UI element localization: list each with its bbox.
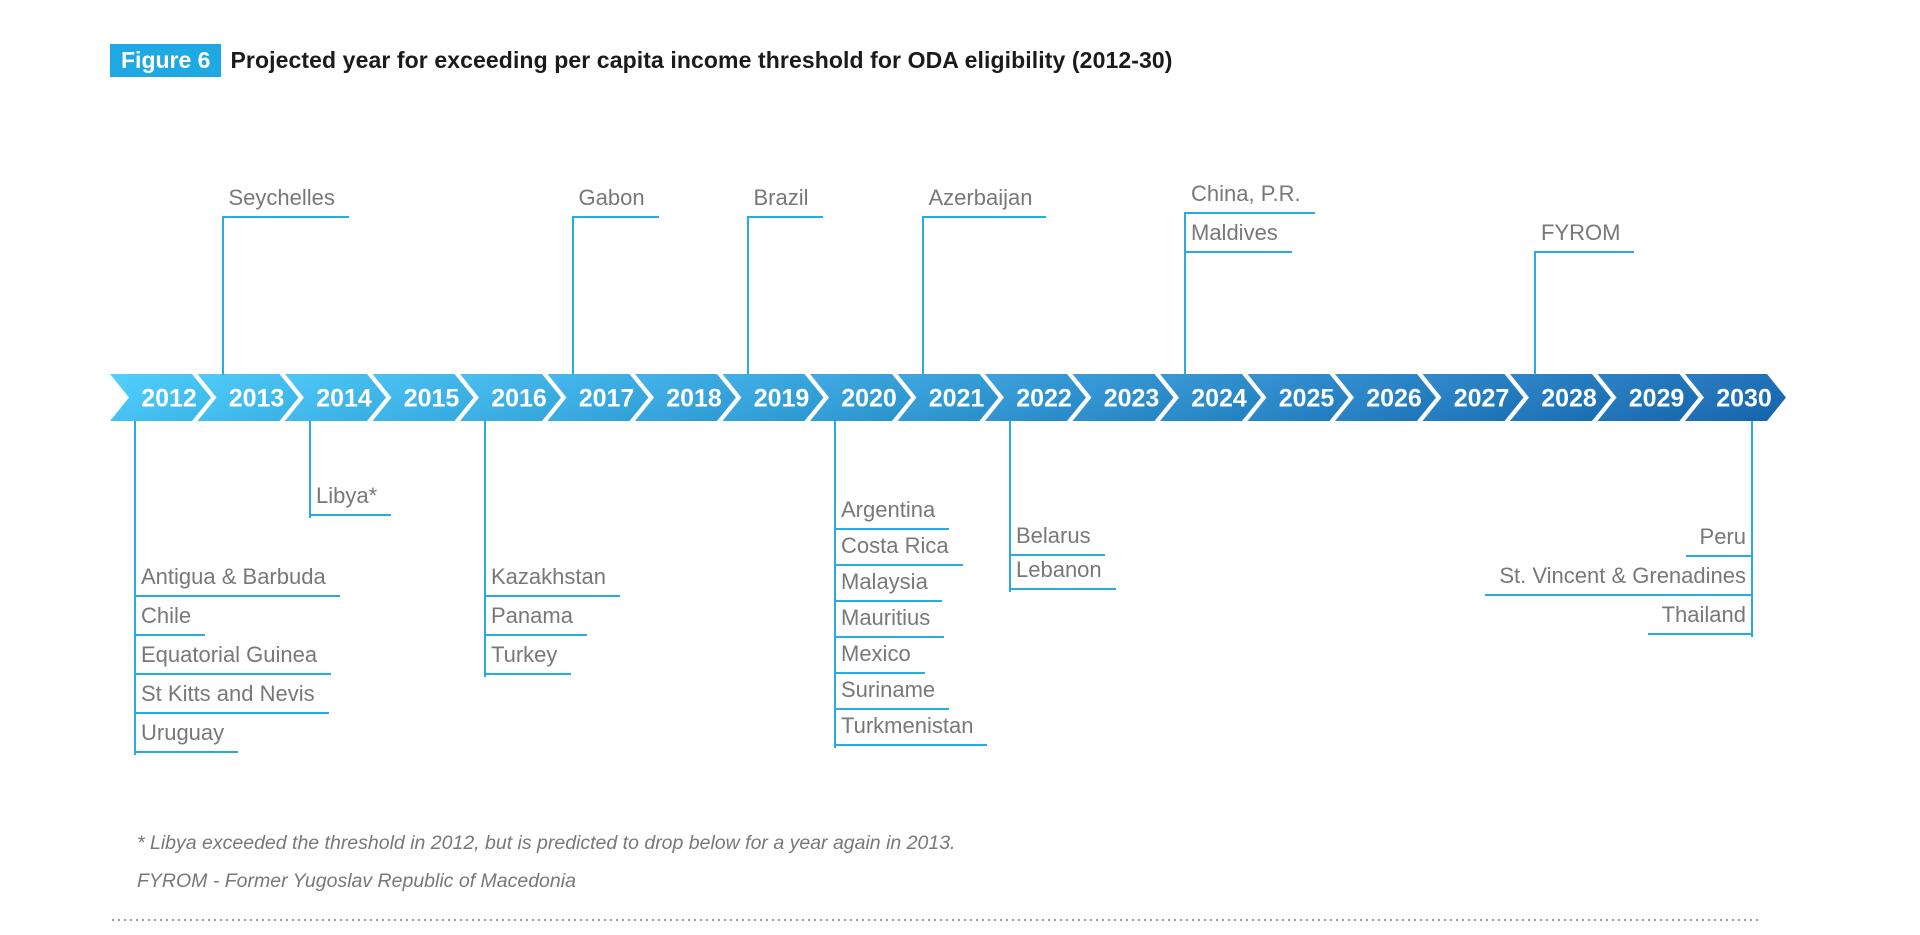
- country-label: Turkey: [484, 641, 572, 675]
- footnotes: * Libya exceeded the threshold in 2012, …: [137, 824, 955, 900]
- year-label-2016: 2016: [491, 385, 547, 413]
- year-chevron-2012: [110, 374, 211, 421]
- country-label: Malaysia: [834, 568, 942, 602]
- year-label-2030: 2030: [1716, 385, 1772, 413]
- country-label: China, P.R.: [1184, 180, 1315, 214]
- footnote-fyrom: FYROM - Former Yugoslav Republic of Mace…: [137, 870, 576, 892]
- country-label: Gabon: [571, 184, 659, 218]
- year-label-2026: 2026: [1366, 385, 1422, 413]
- country-label: Peru: [1685, 523, 1753, 557]
- year-chevron-2030: [1685, 374, 1786, 421]
- year-label-2017: 2017: [579, 385, 635, 413]
- year-label-2023: 2023: [1104, 385, 1160, 413]
- year-label-2019: 2019: [754, 385, 810, 413]
- year-chevron-2022: [985, 374, 1086, 421]
- year-chevron-2016: [460, 374, 561, 421]
- year-label-2020: 2020: [841, 385, 897, 413]
- country-label: St Kitts and Nevis: [134, 680, 329, 714]
- year-chevron-2027: [1422, 374, 1524, 421]
- country-label: St. Vincent & Grenadines: [1485, 562, 1753, 596]
- country-label: Costa Rica: [834, 532, 963, 566]
- country-label: Azerbaijan: [921, 184, 1047, 218]
- year-label-2021: 2021: [929, 385, 985, 413]
- country-label: Uruguay: [134, 719, 239, 753]
- year-chevron-2013: [197, 374, 299, 421]
- country-label: Libya*: [309, 482, 392, 516]
- connector-line-2021: [921, 218, 924, 375]
- country-label: Argentina: [834, 496, 950, 530]
- connector-line-2020: [834, 421, 836, 748]
- bottom-dotted-divider: [112, 919, 1762, 921]
- year-chevron-2017: [547, 374, 649, 421]
- country-label: Lebanon: [1009, 556, 1116, 590]
- year-chevron-2019: [722, 374, 824, 421]
- country-label: Belarus: [1009, 522, 1105, 556]
- country-label: Brazil: [746, 184, 823, 218]
- connector-line-2013: [221, 218, 224, 375]
- figure-tag: Figure 6: [110, 44, 222, 77]
- year-chevron-2026: [1335, 374, 1436, 421]
- year-chevron-2020: [810, 374, 911, 421]
- year-chevron-2014: [285, 374, 386, 421]
- country-label: FYROM: [1534, 219, 1635, 253]
- connector-line-2012: [134, 421, 136, 755]
- figure-header: Figure 6 Projected year for exceeding pe…: [110, 44, 1173, 77]
- country-label: Turkmenistan: [834, 712, 988, 746]
- footnote-libya: * Libya exceeded the threshold in 2012, …: [137, 832, 956, 854]
- year-label-2014: 2014: [316, 385, 372, 413]
- year-chevron-2021: [897, 374, 999, 421]
- country-label: Thailand: [1647, 601, 1753, 635]
- year-label-2029: 2029: [1629, 385, 1685, 413]
- page-title: Projected year for exceeding per capita …: [230, 47, 1173, 73]
- year-label-2027: 2027: [1454, 385, 1510, 413]
- year-label-2024: 2024: [1191, 385, 1247, 413]
- year-chevron-2028: [1510, 374, 1611, 421]
- year-chevron-2015: [372, 374, 474, 421]
- country-label: Mauritius: [834, 604, 945, 638]
- connector-line-2024: [1184, 214, 1186, 375]
- connector-line-2014: [309, 421, 311, 518]
- country-label: Antigua & Barbuda: [134, 563, 340, 597]
- country-label: Chile: [134, 602, 206, 636]
- country-label: Mexico: [834, 640, 925, 674]
- country-label: Seychelles: [221, 184, 349, 218]
- connector-line-2022: [1009, 421, 1011, 592]
- connector-line-2017: [571, 218, 574, 375]
- connector-line-2016: [484, 421, 486, 677]
- country-label: Suriname: [834, 676, 950, 710]
- connector-line-2030: [1751, 421, 1753, 637]
- year-label-2025: 2025: [1279, 385, 1335, 413]
- connector-line-2019: [746, 218, 749, 375]
- year-label-2028: 2028: [1541, 385, 1597, 413]
- year-label-2018: 2018: [666, 385, 722, 413]
- year-label-2012: 2012: [141, 385, 197, 413]
- year-label-2022: 2022: [1016, 385, 1072, 413]
- year-chevron-2023: [1072, 374, 1174, 421]
- country-label: Kazakhstan: [484, 563, 620, 597]
- year-chevron-2024: [1160, 374, 1261, 421]
- year-chevron-2025: [1247, 374, 1349, 421]
- year-chevron-2029: [1597, 374, 1699, 421]
- year-chevron-2018: [635, 374, 736, 421]
- year-label-2013: 2013: [229, 385, 285, 413]
- country-label: Equatorial Guinea: [134, 641, 332, 675]
- year-label-2015: 2015: [404, 385, 460, 413]
- country-label: Panama: [484, 602, 587, 636]
- connector-line-2028: [1534, 253, 1536, 375]
- country-label: Maldives: [1184, 219, 1292, 253]
